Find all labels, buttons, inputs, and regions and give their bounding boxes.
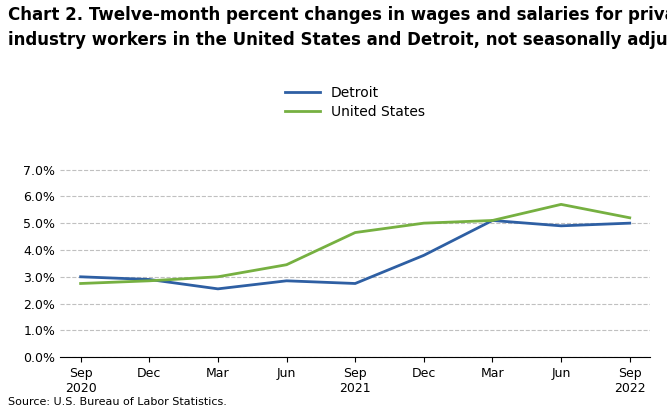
- United States: [626, 215, 634, 220]
- Detroit: [351, 281, 359, 286]
- Line: Detroit: Detroit: [81, 221, 630, 289]
- United States: [420, 221, 428, 225]
- United States: [214, 274, 222, 279]
- Text: Source: U.S. Bureau of Labor Statistics.: Source: U.S. Bureau of Labor Statistics.: [8, 397, 227, 407]
- United States: [351, 230, 359, 235]
- Detroit: [420, 253, 428, 258]
- United States: [283, 262, 291, 267]
- Detroit: [214, 286, 222, 291]
- Line: United States: United States: [81, 204, 630, 283]
- Legend: Detroit, United States: Detroit, United States: [285, 86, 425, 119]
- United States: [77, 281, 85, 286]
- Detroit: [283, 278, 291, 283]
- Detroit: [77, 274, 85, 279]
- Text: Chart 2. Twelve-month percent changes in wages and salaries for private: Chart 2. Twelve-month percent changes in…: [8, 6, 667, 24]
- United States: [488, 218, 496, 223]
- Detroit: [488, 218, 496, 223]
- Detroit: [145, 277, 153, 282]
- United States: [145, 278, 153, 283]
- Text: industry workers in the United States and Detroit, not seasonally adjusted: industry workers in the United States an…: [8, 31, 667, 49]
- Detroit: [557, 223, 565, 228]
- Detroit: [626, 221, 634, 225]
- United States: [557, 202, 565, 207]
